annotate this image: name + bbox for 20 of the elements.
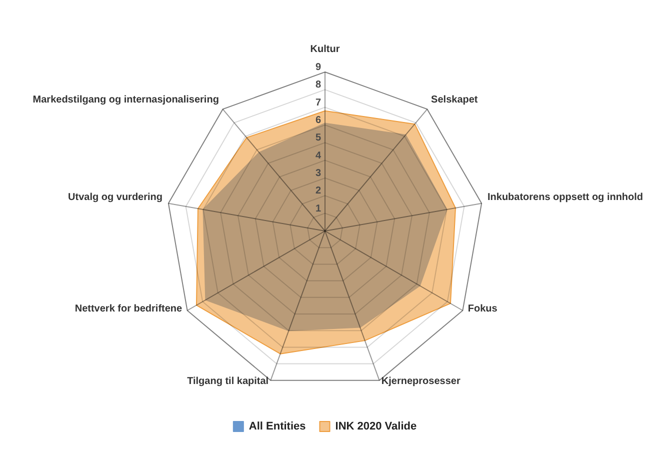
spoke-label: Nettverk for bedriftene xyxy=(74,303,183,314)
spoke-label: Kultur xyxy=(310,44,340,55)
legend-label: All Entities xyxy=(248,420,306,433)
legend-label: INK 2020 Valide xyxy=(335,420,417,433)
spoke-label: Tilgang til kapital xyxy=(187,376,269,387)
spoke-label: Kjerneprosesser xyxy=(381,376,460,387)
y-tick-label: 6 xyxy=(315,115,322,126)
spoke-label: Utvalg og vurdering xyxy=(68,192,163,204)
spoke-label: Selskapet xyxy=(431,94,478,106)
y-tick-label: 9 xyxy=(315,62,322,73)
y-tick-label: 5 xyxy=(315,132,322,144)
y-tick-label: 4 xyxy=(315,150,322,162)
spoke-label: Markedstilgang og internasjonalisering xyxy=(32,94,219,106)
y-tick-label: 1 xyxy=(315,203,322,214)
y-tick-label: 2 xyxy=(315,186,322,197)
spoke-label: Inkubatorens oppsett og innhold xyxy=(487,192,644,204)
y-tick-label: 3 xyxy=(315,168,322,179)
y-tick-label: 7 xyxy=(315,97,322,108)
y-tick-label: 8 xyxy=(315,80,322,91)
spoke-label: Fokus xyxy=(468,303,498,314)
